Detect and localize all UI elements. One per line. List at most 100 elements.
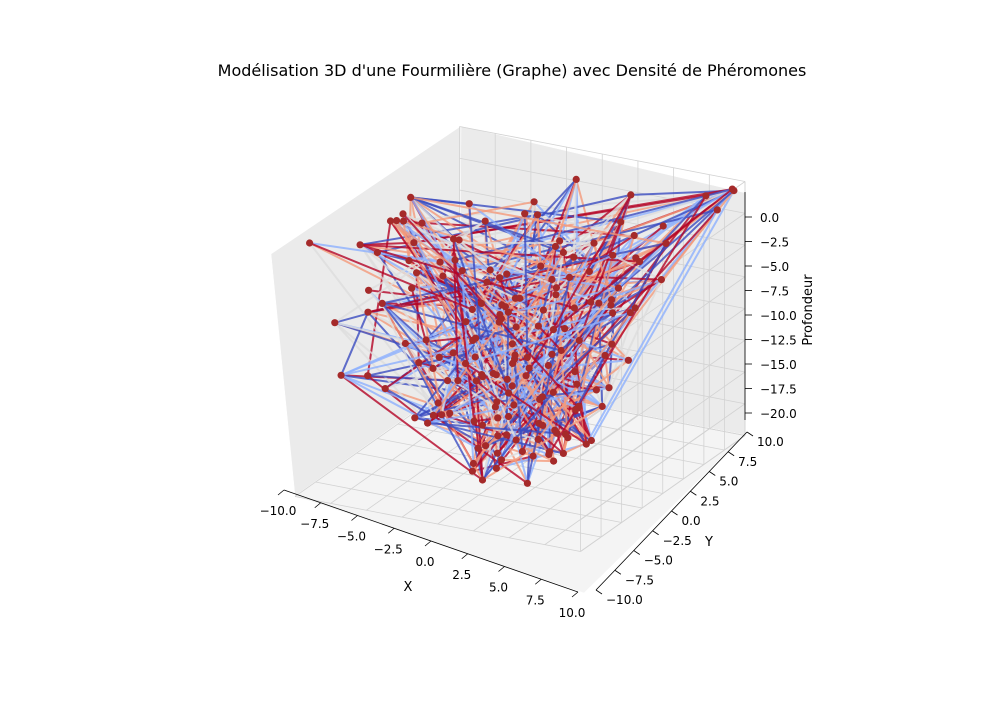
graph-node (482, 442, 489, 449)
y-tick-label: 7.5 (738, 455, 757, 469)
z-tick-label: −12.5 (760, 334, 797, 348)
y-tick-mark (728, 452, 734, 456)
graph-node (407, 194, 414, 201)
graph-node (590, 240, 597, 247)
graph-node (551, 427, 558, 434)
graph-node (609, 252, 616, 259)
graph-node (570, 254, 577, 261)
graph-node (530, 453, 537, 460)
graph-node (627, 191, 634, 198)
graph-node (410, 239, 417, 246)
graph-node (627, 309, 634, 316)
graph-node (469, 468, 476, 475)
graph-node (415, 359, 422, 366)
graph-node (399, 210, 406, 217)
graph-node (493, 371, 500, 378)
graph-node (365, 287, 372, 294)
y-axis-label: Y (704, 535, 713, 550)
graph-node (702, 192, 709, 199)
graph-node (561, 325, 568, 332)
graph-node (450, 349, 457, 356)
graph-node (423, 336, 430, 343)
graph-node (459, 267, 466, 274)
graph-node (451, 256, 458, 263)
graph-node (408, 285, 415, 292)
graph-node (599, 403, 606, 410)
y-tick-label: 2.5 (700, 494, 719, 508)
graph-node (487, 266, 494, 273)
graph-node (535, 420, 542, 427)
z-tick-label: 0.0 (760, 211, 779, 225)
y-tick-mark (672, 511, 678, 515)
graph-node (658, 276, 665, 283)
y-tick-label: −7.5 (625, 573, 654, 587)
graph-node (418, 220, 425, 227)
graph-node (462, 318, 469, 325)
x-tick-label: 0.0 (415, 555, 434, 569)
graph-node (479, 373, 486, 380)
graph-node (430, 412, 437, 419)
graph-node (402, 340, 409, 347)
graph-node (595, 300, 602, 307)
graph-node (479, 476, 486, 483)
x-axis-label: X (404, 580, 413, 595)
z-axis-label: Profondeur (801, 274, 816, 346)
graph-node (511, 355, 518, 362)
graph-node (566, 274, 573, 281)
y-tick-mark (747, 432, 753, 436)
graph-node (472, 335, 479, 342)
graph-node (444, 377, 451, 384)
x-tick-mark (462, 554, 468, 559)
y-tick-label: −5.0 (644, 554, 673, 568)
graph-node (469, 306, 476, 313)
graph-node (387, 217, 394, 224)
graph-node (503, 270, 510, 277)
x-tick-label: −2.5 (374, 542, 403, 556)
y-tick-mark (634, 551, 640, 555)
graph-node (536, 396, 543, 403)
graph-node (583, 441, 590, 448)
graph-node (306, 239, 313, 246)
graph-node (524, 480, 531, 487)
graph-node (462, 360, 469, 367)
graph-node (660, 222, 667, 229)
graph-node (548, 351, 555, 358)
graph-node (560, 450, 567, 457)
graph-node (631, 232, 638, 239)
x-tick-label: −10.0 (260, 504, 297, 518)
graph-node (587, 298, 594, 305)
graph-node (571, 368, 578, 375)
graph-node (546, 448, 553, 455)
graph-node (662, 240, 669, 247)
graph-node (576, 337, 583, 344)
z-tick-label: −10.0 (760, 309, 797, 323)
graph-node (494, 450, 501, 457)
graph-node (472, 353, 479, 360)
graph-node (537, 263, 544, 270)
y-tick-label: 5.0 (719, 475, 738, 489)
graph-node (379, 300, 386, 307)
graph-node (436, 354, 443, 361)
y-tick-mark (596, 590, 602, 594)
z-tick-label: −2.5 (760, 236, 789, 250)
graph-node (483, 279, 490, 286)
graph-node (535, 436, 542, 443)
graph-node (513, 323, 520, 330)
graph-node (471, 418, 478, 425)
z-axis-ticks: −20.0−17.5−15.0−12.5−10.0−7.5−5.0−2.50.0 (745, 211, 797, 421)
graph-node (509, 340, 516, 347)
graph-node (505, 309, 512, 316)
graph-node (573, 381, 580, 388)
graph-node (556, 237, 563, 244)
y-tick-label: 0.0 (682, 514, 701, 528)
graph-node (446, 410, 453, 417)
graph-node (364, 309, 371, 316)
graph-node (540, 307, 547, 314)
graph-node (454, 377, 461, 384)
graph-node (509, 382, 516, 389)
graph-node (439, 273, 446, 280)
graph-node (498, 456, 505, 463)
graph-node (393, 217, 400, 224)
graph-node (550, 326, 557, 333)
